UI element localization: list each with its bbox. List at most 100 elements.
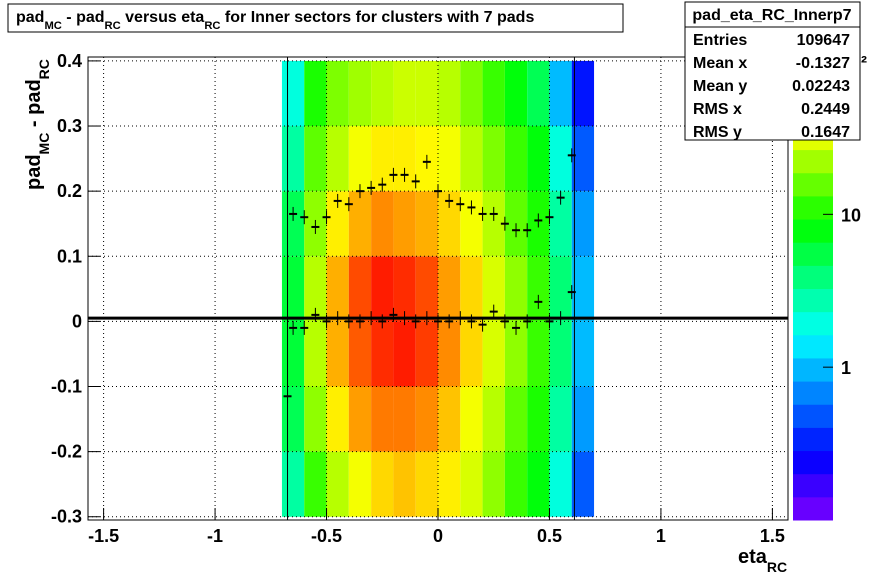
label-part: pad bbox=[16, 9, 44, 26]
profile-point bbox=[500, 216, 509, 231]
profile-point bbox=[400, 167, 409, 182]
x-tick-label: -1.5 bbox=[88, 526, 119, 546]
profile-point bbox=[534, 294, 543, 309]
stats-label: Mean y bbox=[693, 78, 747, 95]
profile-point bbox=[400, 311, 409, 326]
profile-point bbox=[322, 210, 331, 225]
heat-cell bbox=[482, 386, 505, 452]
heat-cell bbox=[415, 321, 438, 387]
stats-value: 0.2449 bbox=[801, 101, 850, 118]
heat-cell bbox=[527, 321, 550, 387]
profile-point bbox=[434, 184, 442, 199]
heat-cell bbox=[348, 386, 372, 452]
heat-cell bbox=[571, 386, 595, 452]
heat-cell bbox=[371, 60, 394, 127]
heat-cell bbox=[393, 451, 416, 517]
profile-point bbox=[333, 311, 342, 326]
heat-cell bbox=[527, 60, 550, 127]
heat-cell bbox=[482, 321, 505, 387]
heat-cell bbox=[281, 126, 305, 192]
heat-cell bbox=[571, 256, 595, 322]
y-tick-label: 0.1 bbox=[57, 246, 82, 266]
z-tick-label: 10 bbox=[841, 205, 861, 225]
heat-cell bbox=[504, 126, 528, 192]
profile-point bbox=[311, 219, 320, 234]
heat-cell bbox=[304, 451, 327, 517]
heat-cell bbox=[393, 60, 416, 127]
heat-cell bbox=[438, 321, 461, 387]
profile-point bbox=[333, 193, 342, 208]
profile-point bbox=[445, 193, 454, 208]
profile-point bbox=[445, 314, 454, 329]
subscript: MC bbox=[36, 133, 52, 155]
heat-cell bbox=[415, 191, 438, 257]
profile-point bbox=[489, 206, 498, 221]
x-tick-label: -1 bbox=[207, 526, 223, 546]
heat-cell bbox=[438, 256, 461, 322]
label-part: for Inner sectors for clusters with 7 pa… bbox=[220, 9, 534, 26]
heat-cell bbox=[549, 60, 572, 127]
heat-cell bbox=[326, 191, 349, 257]
heat-cell bbox=[549, 126, 572, 192]
heat-cell bbox=[371, 451, 394, 517]
heat-cell bbox=[460, 321, 483, 387]
colorbar-step bbox=[793, 357, 833, 382]
y-tick-label: -0.2 bbox=[51, 442, 82, 462]
heat-cell bbox=[438, 451, 461, 517]
stats-label: Mean x bbox=[693, 55, 747, 72]
heat-cell bbox=[304, 60, 327, 127]
colorbar-step bbox=[793, 172, 833, 197]
profile-point bbox=[411, 174, 420, 189]
heat-cell bbox=[393, 321, 416, 387]
heat-cell bbox=[415, 451, 438, 517]
heat-cell bbox=[571, 451, 595, 517]
heat-cell bbox=[438, 191, 461, 257]
colorbar-step bbox=[793, 496, 833, 521]
heat-cell bbox=[571, 60, 595, 127]
colorbar-step bbox=[793, 334, 833, 359]
heat-cell bbox=[281, 191, 305, 257]
heat-cell bbox=[326, 256, 349, 322]
heat-cell bbox=[527, 386, 550, 452]
profile-point bbox=[367, 180, 376, 195]
profile-point bbox=[456, 311, 465, 326]
profile-point bbox=[512, 320, 521, 335]
heat-cell bbox=[326, 451, 349, 517]
heat-cell bbox=[460, 386, 483, 452]
profile-point bbox=[523, 223, 532, 238]
profile-point bbox=[389, 307, 398, 322]
heat-cell bbox=[460, 451, 483, 517]
heat-cell bbox=[348, 126, 372, 192]
colorbar-step bbox=[793, 311, 833, 336]
heat-cell bbox=[393, 126, 416, 192]
stats-value: 0.02243 bbox=[792, 78, 850, 95]
heat-cell bbox=[549, 256, 572, 322]
heat-cell bbox=[460, 60, 483, 127]
profile-point bbox=[567, 148, 576, 163]
x-axis-label: etaRC bbox=[738, 546, 787, 575]
heat-cell bbox=[281, 451, 305, 517]
heat-cell bbox=[348, 256, 372, 322]
profile-point bbox=[523, 314, 532, 329]
heat-cell bbox=[438, 60, 461, 127]
profile-point bbox=[556, 190, 565, 205]
heat-cell bbox=[415, 386, 438, 452]
heat-cell bbox=[460, 256, 483, 322]
profile-point bbox=[545, 314, 554, 329]
x-tick-label: 1 bbox=[656, 526, 666, 546]
heat-cell bbox=[348, 60, 372, 127]
profile-point bbox=[422, 311, 431, 326]
heat-cell bbox=[460, 126, 483, 192]
stats-value: -0.1327 bbox=[796, 55, 850, 72]
heat-cell bbox=[482, 256, 505, 322]
heat-cell bbox=[527, 451, 550, 517]
profile-point bbox=[422, 154, 431, 169]
colorbar-step bbox=[793, 404, 833, 428]
colorbar-step bbox=[793, 242, 833, 266]
profile-point bbox=[378, 177, 387, 192]
heat-cell bbox=[348, 191, 372, 257]
heat-cell bbox=[482, 451, 505, 517]
heat-cell bbox=[482, 126, 505, 192]
y-tick-label: -0.3 bbox=[51, 507, 82, 527]
heat-cell bbox=[527, 126, 550, 192]
